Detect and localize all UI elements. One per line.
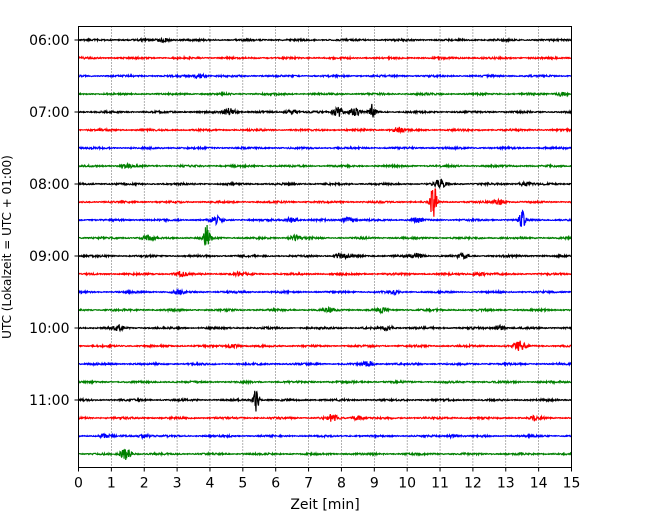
y-tick-label: 09:00: [29, 249, 69, 265]
trace-0845: [78, 224, 572, 246]
x-tick-label: 1: [107, 476, 116, 492]
trace-0730: [78, 144, 573, 152]
y-tick-label: 11:00: [29, 393, 69, 409]
x-tick-label: 6: [271, 476, 280, 492]
trace-1100: [78, 390, 572, 412]
x-tick-label: 11: [431, 476, 449, 492]
trace-0600: [77, 36, 572, 44]
x-tick-label: 4: [206, 476, 215, 492]
trace-0700: [78, 103, 573, 118]
trace-0715: [78, 126, 573, 135]
trace-0800: [77, 178, 572, 189]
trace-0930: [78, 287, 572, 296]
x-tick-label: 3: [173, 476, 182, 492]
trace-1115: [78, 413, 572, 422]
x-axis-ticks: 0 1 2 3 4 5 6 7 8 9 10 11 12 13 14 15: [74, 467, 581, 492]
y-tick-label: 08:00: [29, 177, 69, 193]
trace-1145: [78, 448, 573, 460]
x-tick-label: 5: [238, 476, 247, 492]
trace-0615: [78, 54, 572, 62]
x-tick-label: 12: [464, 476, 482, 492]
trace-1000: [78, 323, 573, 333]
x-tick-label: 2: [140, 476, 149, 492]
x-tick-label: 9: [370, 476, 379, 492]
x-tick-label: 0: [74, 476, 83, 492]
y-tick-label: 10:00: [29, 321, 69, 337]
y-axis-label: UTC (Lokalzeit = UTC + 01:00): [0, 155, 14, 339]
y-tick-label: 06:00: [29, 33, 69, 49]
x-tick-label: 13: [497, 476, 515, 492]
x-tick-label: 8: [337, 476, 346, 492]
trace-1045: [77, 379, 572, 386]
y-tick-label: 07:00: [29, 105, 69, 121]
trace-0945: [77, 306, 572, 315]
trace-0630: [78, 72, 572, 80]
trace-0745: [77, 161, 572, 170]
x-axis-label: Zeit [min]: [290, 497, 359, 513]
x-tick-label: 14: [530, 476, 548, 492]
trace-1015: [78, 340, 573, 351]
trace-1130: [77, 432, 572, 441]
trace-0815: [78, 188, 572, 217]
plot-frame: [78, 26, 572, 468]
trace-0900: [78, 251, 572, 261]
trace-0645: [78, 90, 572, 98]
x-tick-label: 10: [398, 476, 416, 492]
y-axis-ticks: 06:00 07:00 08:00 09:00 10:00 11:00: [29, 33, 79, 409]
trace-0915: [78, 270, 572, 279]
trace-1030: [78, 360, 572, 368]
seismic-traces: [77, 36, 573, 460]
x-tick-label: 7: [304, 476, 313, 492]
trace-0830: [78, 209, 573, 227]
x-tick-label: 15: [563, 476, 581, 492]
